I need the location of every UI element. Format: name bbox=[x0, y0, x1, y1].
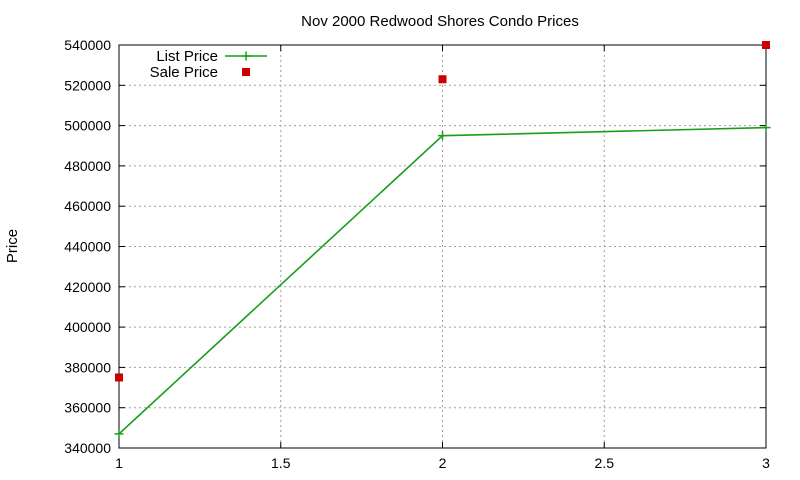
y-tick-label: 400000 bbox=[64, 319, 111, 335]
y-tick-label: 380000 bbox=[64, 359, 111, 375]
list-price-point bbox=[114, 429, 124, 439]
sale-price-point bbox=[438, 75, 447, 84]
y-tick-label: 340000 bbox=[64, 440, 111, 456]
y-tick-label: 520000 bbox=[64, 77, 111, 93]
y-tick-label: 460000 bbox=[64, 198, 111, 214]
y-axis-label: Price bbox=[4, 229, 21, 263]
chart-title: Nov 2000 Redwood Shores Condo Prices bbox=[301, 13, 579, 30]
y-tick-label: 420000 bbox=[64, 279, 111, 295]
x-tick-label: 1.5 bbox=[271, 455, 291, 471]
y-tick-label: 540000 bbox=[64, 37, 111, 53]
legend-label-list-price: List Price bbox=[156, 48, 218, 65]
legend-label-sale-price: Sale Price bbox=[150, 64, 218, 81]
y-tick-label: 360000 bbox=[64, 400, 111, 416]
legend-marker-sale-price bbox=[242, 68, 250, 76]
y-tick-label: 500000 bbox=[64, 118, 111, 134]
y-tick-label: 440000 bbox=[64, 239, 111, 255]
x-tick-label: 3 bbox=[762, 455, 770, 471]
y-tick-label: 480000 bbox=[64, 158, 111, 174]
legend-marker-list-price bbox=[241, 51, 251, 61]
list-price-point bbox=[438, 131, 447, 141]
plot-area bbox=[114, 41, 771, 439]
sale-price-point bbox=[762, 41, 770, 49]
x-tick-label: 1 bbox=[115, 455, 123, 471]
axes: 340000 360000 380000 400000 420000 440000 4600… bbox=[64, 37, 770, 471]
x-tick-label: 2 bbox=[439, 455, 447, 471]
list-price-point bbox=[761, 123, 771, 133]
x-tick-label: 2.5 bbox=[595, 455, 615, 471]
sale-price-point bbox=[115, 373, 123, 382]
grid bbox=[119, 45, 766, 448]
